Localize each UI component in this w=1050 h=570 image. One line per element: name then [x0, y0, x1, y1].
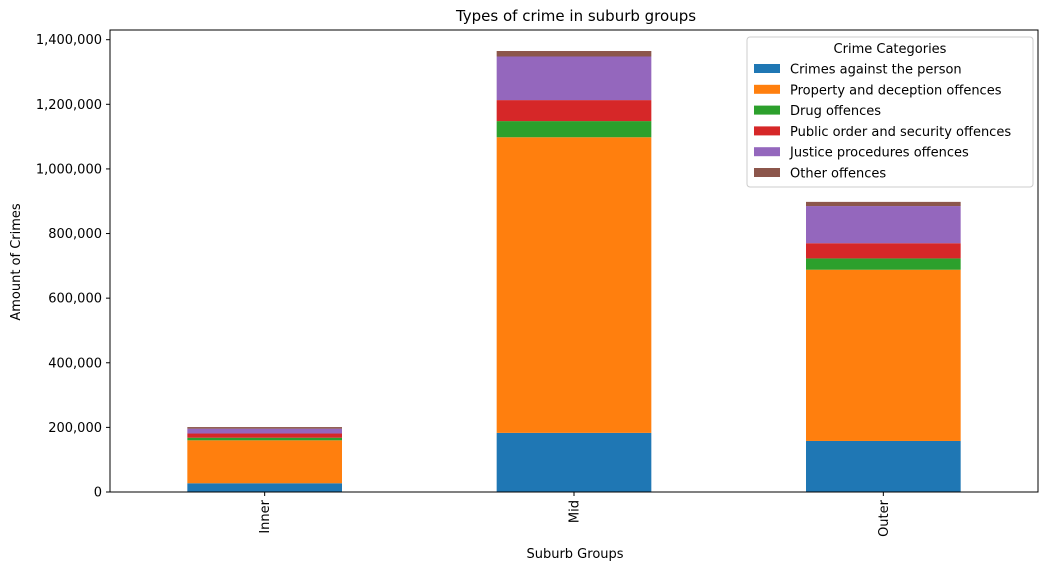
legend-box [746, 36, 1034, 188]
bar-segment-inner-series-0 [187, 483, 342, 492]
bar-segment-mid-series-3 [496, 100, 652, 122]
bar-segment-inner-series-1 [187, 440, 342, 484]
y-axis: 0 200,000 400,000 600,000 800,000 1,000,000 1,… [36, 33, 110, 501]
bar-segment-mid-series-1 [496, 137, 652, 433]
legend-item-label: Property and deception offences [790, 83, 1002, 98]
bar-segment-mid-series-0 [496, 432, 652, 492]
y-tick-label: 800,000 [48, 227, 102, 242]
bar-segment-outer-series-1 [806, 269, 961, 441]
bar-segment-inner-series-5 [187, 427, 342, 429]
bar-segment-outer-series-5 [806, 201, 961, 207]
x-tick-label-mid: Mid [568, 500, 583, 523]
y-tick-label: 200,000 [48, 421, 102, 436]
legend-item-label: Crimes against the person [790, 63, 962, 78]
bar-segment-mid-series-2 [496, 121, 652, 138]
y-tick-label: 1,200,000 [36, 98, 102, 113]
y-tick-label: 400,000 [48, 356, 102, 371]
bar-segment-inner-series-2 [187, 437, 342, 441]
bar-segment-inner-series-4 [187, 428, 342, 434]
bar-segment-outer-series-0 [806, 440, 961, 492]
legend-swatch [754, 126, 780, 136]
legend-swatch [754, 105, 780, 115]
y-axis-title: Amount of Crimes [9, 203, 24, 321]
bar-segment-outer-series-3 [806, 243, 961, 259]
legend-item-label: Drug offences [790, 104, 881, 119]
legend-swatch [754, 64, 780, 73]
x-axis: Inner Mid Outer [258, 492, 892, 537]
legend-swatch [754, 168, 780, 177]
y-tick-label: 600,000 [48, 292, 102, 307]
y-tick-label: 0 [94, 486, 102, 501]
chart-title: Types of crime in suburb groups [455, 7, 696, 25]
bar-segment-mid-series-5 [496, 51, 652, 57]
legend-item-label: Other offences [790, 167, 886, 182]
y-tick-label: 1,000,000 [36, 162, 102, 177]
legend-title: Crime Categories [834, 42, 947, 57]
legend-swatch [754, 147, 780, 157]
x-tick-label-outer: Outer [877, 499, 892, 537]
legend-item-label: Justice procedures offences [789, 146, 969, 161]
legend-swatch [754, 84, 780, 94]
legend: Crime Categories Crimes against the pers… [746, 36, 1034, 188]
x-axis-title: Suburb Groups [526, 547, 623, 562]
y-tick-label: 1,400,000 [36, 33, 102, 48]
bar-segment-mid-series-4 [496, 56, 652, 101]
x-tick-label-inner: Inner [258, 499, 273, 533]
legend-item-label: Public order and security offences [790, 125, 1011, 140]
bars-layer [187, 51, 961, 492]
bar-segment-inner-series-3 [187, 433, 342, 438]
bar-segment-outer-series-4 [806, 206, 961, 244]
bar-segment-outer-series-2 [806, 258, 961, 270]
